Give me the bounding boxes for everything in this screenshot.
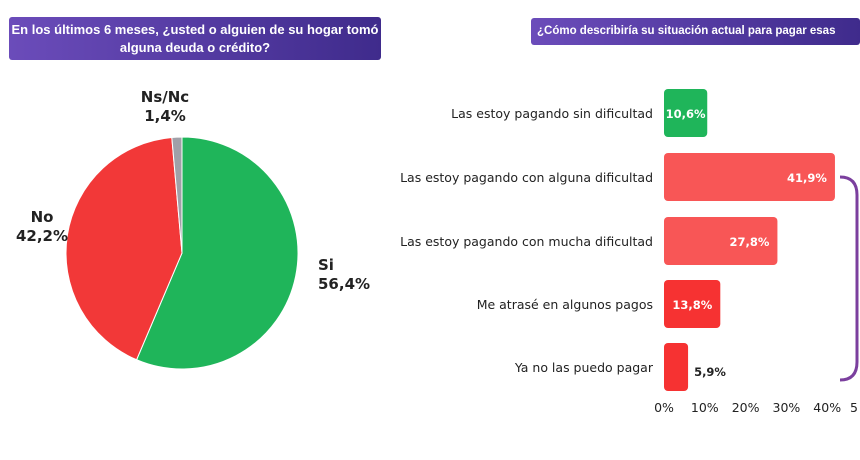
bar-category-label: Me atrasé en algunos pagos xyxy=(477,297,653,312)
bar-value-label: 13,8% xyxy=(672,298,712,312)
bar xyxy=(664,153,835,201)
pie-value-label: 42,2% xyxy=(16,227,68,245)
bar xyxy=(664,217,778,265)
pie-slice-si xyxy=(135,136,299,370)
pie-label: Ns/Nc xyxy=(141,88,189,106)
pie-chart-title: En los últimos 6 meses, ¿usted o alguien… xyxy=(9,17,381,60)
x-tick-label: 30% xyxy=(773,400,801,415)
pie-slice-no xyxy=(65,136,183,361)
bracket-shape xyxy=(839,175,859,382)
x-tick-label: 40% xyxy=(813,400,841,415)
bar xyxy=(664,280,721,328)
pie-label: No xyxy=(31,208,54,226)
bar-chart-title: ¿Cómo describiría su situación actual pa… xyxy=(531,18,860,45)
bar xyxy=(664,343,689,391)
bar-value-label: 41,9% xyxy=(787,171,827,185)
bar-category-label: Las estoy pagando con alguna dificultad xyxy=(400,170,653,185)
bar-value-label: 10,6% xyxy=(666,107,706,121)
bar-category-label: Las estoy pagando con mucha dificultad xyxy=(400,234,653,249)
x-tick-label: 10% xyxy=(691,400,719,415)
pie-value-label: 1,4% xyxy=(144,107,186,125)
bar xyxy=(664,89,708,137)
bar-value-label: 5,9% xyxy=(694,365,726,379)
pie-slice-ns-nc xyxy=(171,136,183,254)
pie-value-label: 56,4% xyxy=(318,275,370,293)
bar-value-label: 27,8% xyxy=(730,235,770,249)
bar-category-label: Las estoy pagando sin dificultad xyxy=(451,106,653,121)
x-tick-label: 0% xyxy=(654,400,674,415)
bar-category-label: Ya no las puedo pagar xyxy=(514,360,654,375)
x-tick-label: 20% xyxy=(732,400,760,415)
pie-label: Si xyxy=(318,256,334,274)
x-tick-label: 5 xyxy=(850,400,858,415)
